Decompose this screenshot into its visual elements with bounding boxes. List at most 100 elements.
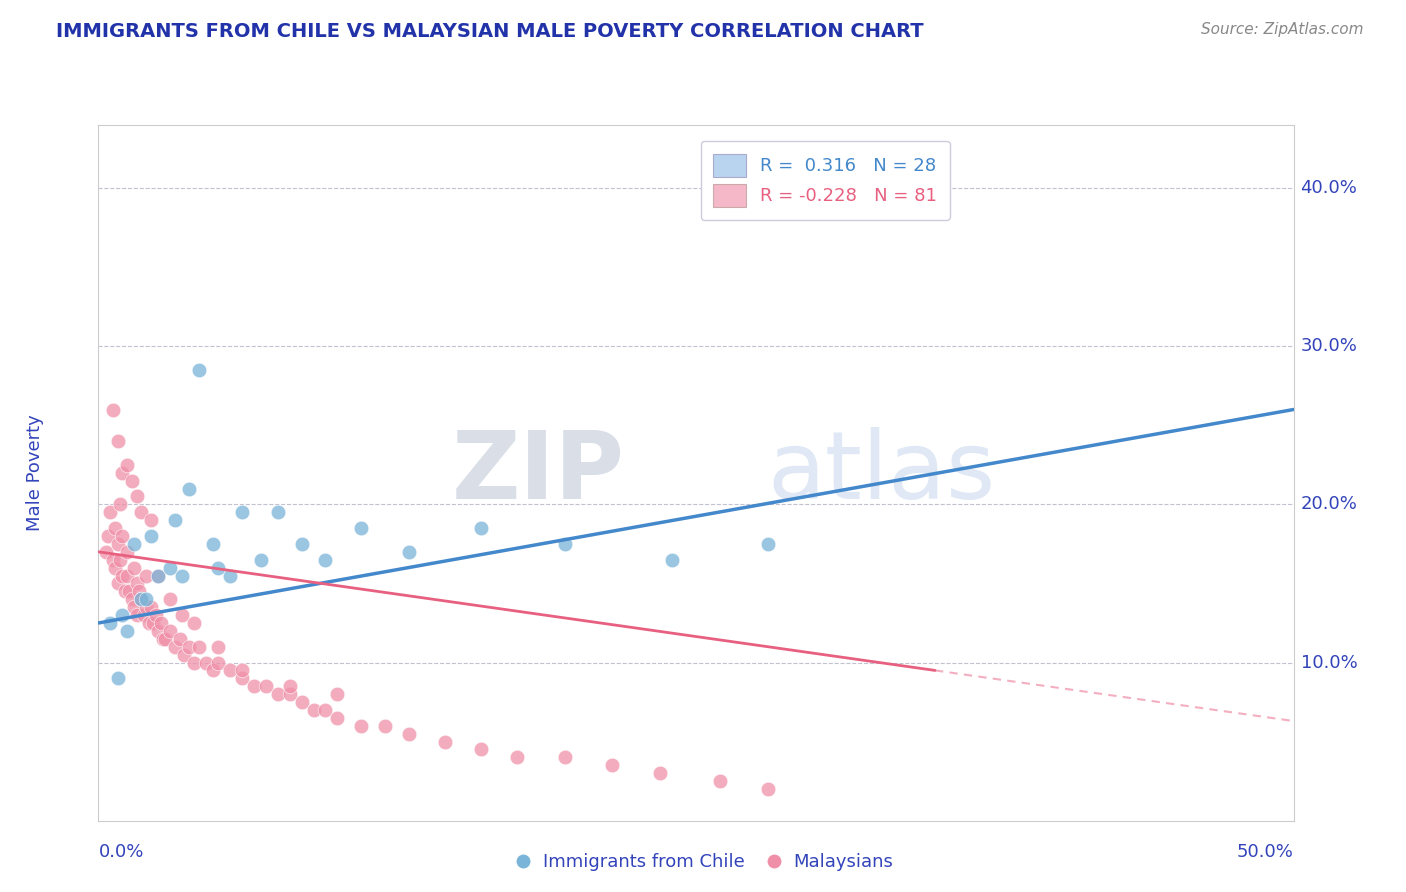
Point bbox=[131, 592, 153, 607]
Legend: Immigrants from Chile, Malaysians: Immigrants from Chile, Malaysians bbox=[505, 847, 901, 879]
Point bbox=[326, 711, 349, 725]
Point bbox=[756, 537, 779, 551]
Point bbox=[290, 537, 312, 551]
Point bbox=[115, 624, 138, 638]
Point bbox=[159, 624, 181, 638]
Point bbox=[250, 552, 273, 567]
Point bbox=[107, 671, 129, 685]
Point bbox=[173, 648, 195, 662]
Point bbox=[101, 552, 124, 567]
Point bbox=[121, 592, 143, 607]
Point bbox=[470, 742, 492, 756]
Point bbox=[125, 490, 148, 504]
Point bbox=[139, 513, 162, 527]
Point bbox=[139, 600, 162, 615]
Point bbox=[398, 545, 420, 559]
Text: 20.0%: 20.0% bbox=[1301, 495, 1357, 514]
Point bbox=[554, 750, 576, 764]
Point bbox=[124, 537, 146, 551]
Point bbox=[179, 482, 201, 496]
Text: Source: ZipAtlas.com: Source: ZipAtlas.com bbox=[1201, 22, 1364, 37]
Point bbox=[148, 624, 170, 638]
Point bbox=[243, 679, 266, 693]
Point bbox=[254, 679, 277, 693]
Text: 50.0%: 50.0% bbox=[1237, 843, 1294, 861]
Point bbox=[139, 529, 162, 543]
Point bbox=[107, 434, 129, 449]
Point bbox=[374, 719, 396, 733]
Point bbox=[118, 584, 141, 599]
Point bbox=[145, 608, 167, 623]
Point bbox=[709, 774, 731, 789]
Point bbox=[207, 656, 229, 670]
Point bbox=[315, 703, 337, 717]
Point bbox=[138, 615, 160, 630]
Point bbox=[98, 615, 122, 630]
Point bbox=[169, 632, 191, 646]
Point bbox=[302, 703, 325, 717]
Text: ZIP: ZIP bbox=[451, 426, 624, 519]
Point bbox=[111, 608, 134, 623]
Text: IMMIGRANTS FROM CHILE VS MALAYSIAN MALE POVERTY CORRELATION CHART: IMMIGRANTS FROM CHILE VS MALAYSIAN MALE … bbox=[56, 22, 924, 41]
Point bbox=[115, 568, 138, 582]
Point bbox=[183, 656, 205, 670]
Point bbox=[115, 458, 138, 472]
Point bbox=[231, 671, 253, 685]
Point bbox=[172, 568, 194, 582]
Text: 10.0%: 10.0% bbox=[1301, 654, 1357, 672]
Point bbox=[470, 521, 492, 535]
Legend: R =  0.316   N = 28, R = -0.228   N = 81: R = 0.316 N = 28, R = -0.228 N = 81 bbox=[700, 141, 950, 219]
Point bbox=[111, 466, 134, 480]
Point bbox=[172, 608, 194, 623]
Text: 0.0%: 0.0% bbox=[98, 843, 143, 861]
Point bbox=[111, 529, 134, 543]
Point bbox=[152, 632, 174, 646]
Point bbox=[187, 363, 209, 377]
Point bbox=[194, 656, 217, 670]
Point bbox=[163, 640, 186, 654]
Point bbox=[398, 726, 420, 740]
Point bbox=[278, 679, 301, 693]
Point bbox=[107, 537, 129, 551]
Point bbox=[231, 664, 253, 678]
Point bbox=[648, 766, 672, 780]
Point bbox=[290, 695, 312, 709]
Point bbox=[600, 758, 623, 772]
Point bbox=[433, 734, 456, 748]
Point bbox=[148, 568, 170, 582]
Point bbox=[149, 615, 172, 630]
Point bbox=[125, 576, 148, 591]
Point bbox=[350, 521, 373, 535]
Point bbox=[131, 505, 153, 519]
Point bbox=[148, 568, 170, 582]
Point bbox=[115, 545, 138, 559]
Point bbox=[163, 513, 186, 527]
Point bbox=[125, 608, 148, 623]
Point bbox=[111, 568, 134, 582]
Point bbox=[108, 497, 131, 511]
Point bbox=[278, 687, 301, 701]
Point bbox=[104, 560, 127, 574]
Point bbox=[219, 664, 242, 678]
Point bbox=[98, 505, 122, 519]
Point bbox=[267, 505, 290, 519]
Point bbox=[756, 782, 779, 797]
Point bbox=[97, 529, 120, 543]
Point bbox=[315, 552, 337, 567]
Point bbox=[207, 640, 229, 654]
Point bbox=[135, 592, 157, 607]
Point bbox=[114, 584, 136, 599]
Text: Male Poverty: Male Poverty bbox=[27, 415, 44, 531]
Point bbox=[101, 402, 124, 417]
Point bbox=[183, 615, 205, 630]
Text: 40.0%: 40.0% bbox=[1301, 179, 1357, 197]
Point bbox=[155, 632, 177, 646]
Point bbox=[554, 537, 576, 551]
Point bbox=[142, 615, 165, 630]
Point bbox=[131, 592, 153, 607]
Point bbox=[231, 505, 253, 519]
Point bbox=[124, 600, 146, 615]
Point bbox=[94, 545, 117, 559]
Point bbox=[267, 687, 290, 701]
Point bbox=[121, 474, 143, 488]
